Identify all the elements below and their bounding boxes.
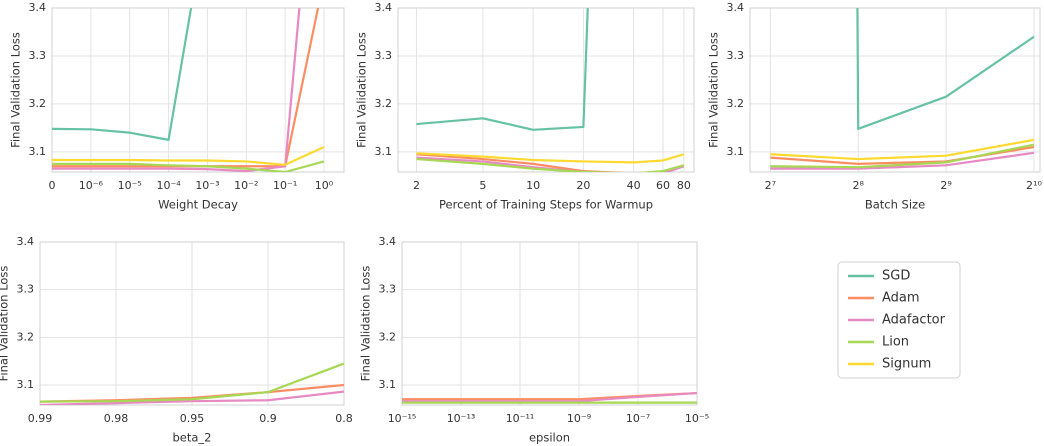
- y-tick-label: 3.2: [375, 97, 393, 110]
- y-tick-label: 3.2: [17, 330, 35, 343]
- y-axis-label: Final Validation Loss: [0, 266, 11, 382]
- y-tick-label: 3.4: [379, 235, 397, 248]
- subplot: 3.1 3.2 3.3 3.4 0.99 0.98 0.95 0.9 0.8 beta_2 Fina…: [0, 235, 353, 445]
- y-tick-label: 3.3: [29, 49, 47, 62]
- series-line: [770, 143, 1035, 169]
- x-tick-label: 10⁻²: [234, 179, 258, 192]
- legend: SGD Adam Adafactor Lion Signum: [837, 261, 961, 379]
- x-tick-label: 10⁻⁴: [156, 179, 181, 192]
- y-tick-label: 3.2: [29, 97, 47, 110]
- x-tick-label: 10⁻¹¹: [506, 412, 535, 425]
- x-tick-label: 2⁷: [765, 179, 776, 192]
- series-line: [52, 8, 193, 141]
- series-line: [416, 8, 589, 131]
- series-line: [402, 391, 697, 403]
- x-tick-label: 2⁹: [940, 179, 951, 192]
- x-tick-label: 10⁻⁵: [118, 179, 142, 192]
- series-line: [856, 8, 1035, 130]
- y-axis-label: Final Validation Loss: [707, 32, 721, 148]
- y-axis-label: Final Validation Loss: [359, 266, 373, 382]
- series-line: [52, 8, 301, 172]
- series-line: [416, 152, 685, 164]
- subplot: 3.1 3.2 3.3 3.4 0 10⁻⁶ 10⁻⁵ 10⁻⁴ 10⁻³ 10⁻² 10⁻¹ 10⁰…: [9, 1, 345, 212]
- x-tick-label: 5: [479, 179, 486, 192]
- x-tick-label: 10: [526, 179, 540, 192]
- x-tick-label: 0: [49, 179, 56, 192]
- y-axis-label: Final Validation Loss: [9, 32, 23, 148]
- x-tick-label: 0.98: [104, 412, 129, 425]
- y-axis-label: Final Validation Loss: [355, 32, 369, 148]
- plot-frame: [401, 241, 698, 406]
- x-axis-label: Weight Decay: [158, 198, 238, 212]
- series-line: [52, 160, 325, 172]
- y-tick-label: 3.3: [375, 49, 393, 62]
- legend-label: Adam: [882, 291, 920, 306]
- x-axis-label: epsilon: [529, 431, 570, 445]
- legend-label: Signum: [882, 357, 931, 372]
- x-tick-label: 2¹⁰: [1026, 179, 1042, 192]
- legend-box: [837, 261, 961, 379]
- y-tick-label: 3.1: [17, 378, 35, 391]
- x-tick-label: 60: [656, 179, 670, 192]
- x-tick-label: 10⁻⁹: [567, 412, 591, 425]
- x-tick-label: 40: [627, 179, 641, 192]
- x-axis-label: Batch Size: [865, 198, 925, 212]
- y-tick-label: 3.2: [379, 330, 397, 343]
- subplot: 3.1 3.2 3.3 3.4 10⁻¹⁵ 10⁻¹³ 10⁻¹¹ 10⁻⁹ 10⁻⁷ 10⁻⁵ e…: [359, 235, 710, 445]
- subplot: 3.1 3.2 3.3 3.4 2 5 10 20 40 60 80 Percent of Train…: [355, 1, 695, 212]
- x-tick-label: 0.99: [28, 412, 53, 425]
- x-tick-label: 10⁻¹³: [447, 412, 476, 425]
- x-tick-label: 10⁰: [315, 179, 334, 192]
- x-axis-label: Percent of Training Steps for Warmup: [439, 198, 653, 212]
- x-tick-label: 10⁻¹: [273, 179, 297, 192]
- x-tick-label: 10⁻⁵: [685, 412, 709, 425]
- y-tick-label: 3.4: [375, 1, 393, 14]
- series-line: [416, 157, 685, 172]
- plot-frame: [51, 7, 345, 173]
- y-tick-label: 3.1: [727, 145, 745, 158]
- y-tick-label: 3.3: [379, 283, 397, 296]
- y-tick-label: 3.4: [727, 1, 745, 14]
- x-tick-label: 10⁻³: [195, 179, 219, 192]
- x-tick-label: 80: [677, 179, 691, 192]
- x-axis-label: beta_2: [173, 431, 212, 445]
- series-line: [416, 156, 685, 172]
- series-line: [40, 362, 344, 403]
- series-line: [770, 138, 1035, 161]
- x-tick-label: 2⁸: [853, 179, 865, 192]
- series-line: [52, 146, 325, 166]
- x-tick-label: 10⁻⁷: [626, 412, 650, 425]
- y-tick-label: 3.2: [727, 97, 745, 110]
- y-tick-label: 3.4: [17, 235, 35, 248]
- subplot: 3.1 3.2 3.3 3.4 2⁷ 2⁸ 2⁹ 2¹⁰ Batch Size Final Val…: [707, 1, 1043, 212]
- series-line: [40, 390, 344, 405]
- plot-frame: [749, 7, 1041, 173]
- y-tick-label: 3.1: [379, 378, 397, 391]
- legend-label: Lion: [882, 335, 909, 350]
- legend-label: SGD: [882, 269, 910, 284]
- y-tick-label: 3.1: [375, 145, 393, 158]
- x-tick-label: 0.95: [180, 412, 205, 425]
- x-tick-label: 2: [413, 179, 420, 192]
- y-tick-label: 3.4: [29, 1, 47, 14]
- series-line: [770, 151, 1035, 170]
- x-tick-label: 20: [576, 179, 590, 192]
- x-tick-label: 10⁻¹⁵: [388, 412, 417, 425]
- legend-label: Adafactor: [882, 313, 946, 328]
- y-tick-label: 3.1: [29, 145, 47, 158]
- x-tick-label: 0.8: [335, 412, 353, 425]
- y-tick-label: 3.3: [17, 283, 35, 296]
- y-tick-label: 3.3: [727, 49, 745, 62]
- plot-frame: [39, 241, 345, 406]
- x-tick-label: 0.9: [259, 412, 277, 425]
- x-tick-label: 10⁻⁶: [79, 179, 104, 192]
- plot-frame: [397, 7, 695, 173]
